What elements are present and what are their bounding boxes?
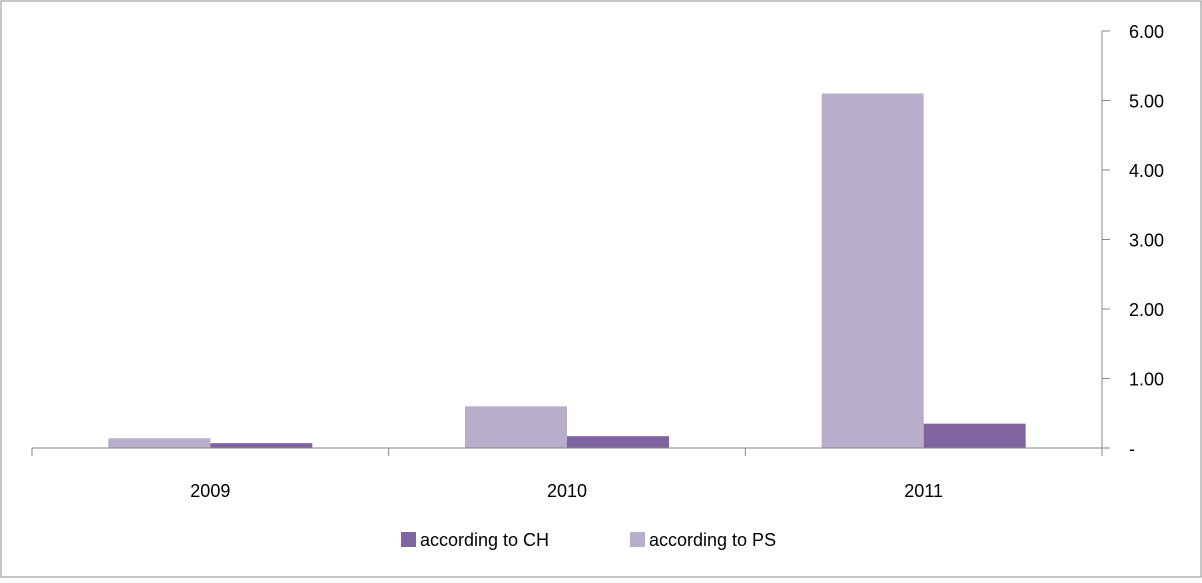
legend: according to CH according to PS bbox=[401, 530, 776, 550]
legend-label: according to PS bbox=[649, 530, 776, 550]
y-tick-label: 6.00 bbox=[1129, 22, 1164, 42]
legend-swatch-according-to-ch bbox=[401, 532, 416, 547]
y-tick-label: 2.00 bbox=[1129, 300, 1164, 320]
bar-according-to-ps-2011 bbox=[821, 93, 924, 449]
x-tick-label: 2011 bbox=[904, 481, 943, 501]
legend-label: according to CH bbox=[420, 530, 549, 550]
y-tick-label: - bbox=[1129, 439, 1135, 459]
legend-swatch-according-to-ps bbox=[630, 532, 645, 547]
x-tick-label: 2010 bbox=[547, 481, 587, 501]
y-tick-label: 3.00 bbox=[1129, 231, 1164, 251]
y-tick-label: 1.00 bbox=[1129, 370, 1164, 390]
axes-layer: 2009 2010 2011 - 1.00 2.00 3.00 4.00 5.00 6.00 bbox=[31, 22, 1164, 501]
x-tick-label: 2009 bbox=[190, 481, 230, 501]
y-tick-label: 4.00 bbox=[1129, 161, 1164, 181]
bar-according-to-ps-2010 bbox=[465, 406, 567, 448]
bars-layer bbox=[108, 93, 1026, 449]
bar-according-to-ch-2009 bbox=[210, 443, 313, 448]
y-tick-label: 5.00 bbox=[1129, 92, 1164, 112]
bar-according-to-ch-2010 bbox=[567, 436, 669, 448]
bar-according-to-ch-2011 bbox=[923, 423, 1026, 448]
bar-according-to-ps-2009 bbox=[108, 438, 211, 448]
